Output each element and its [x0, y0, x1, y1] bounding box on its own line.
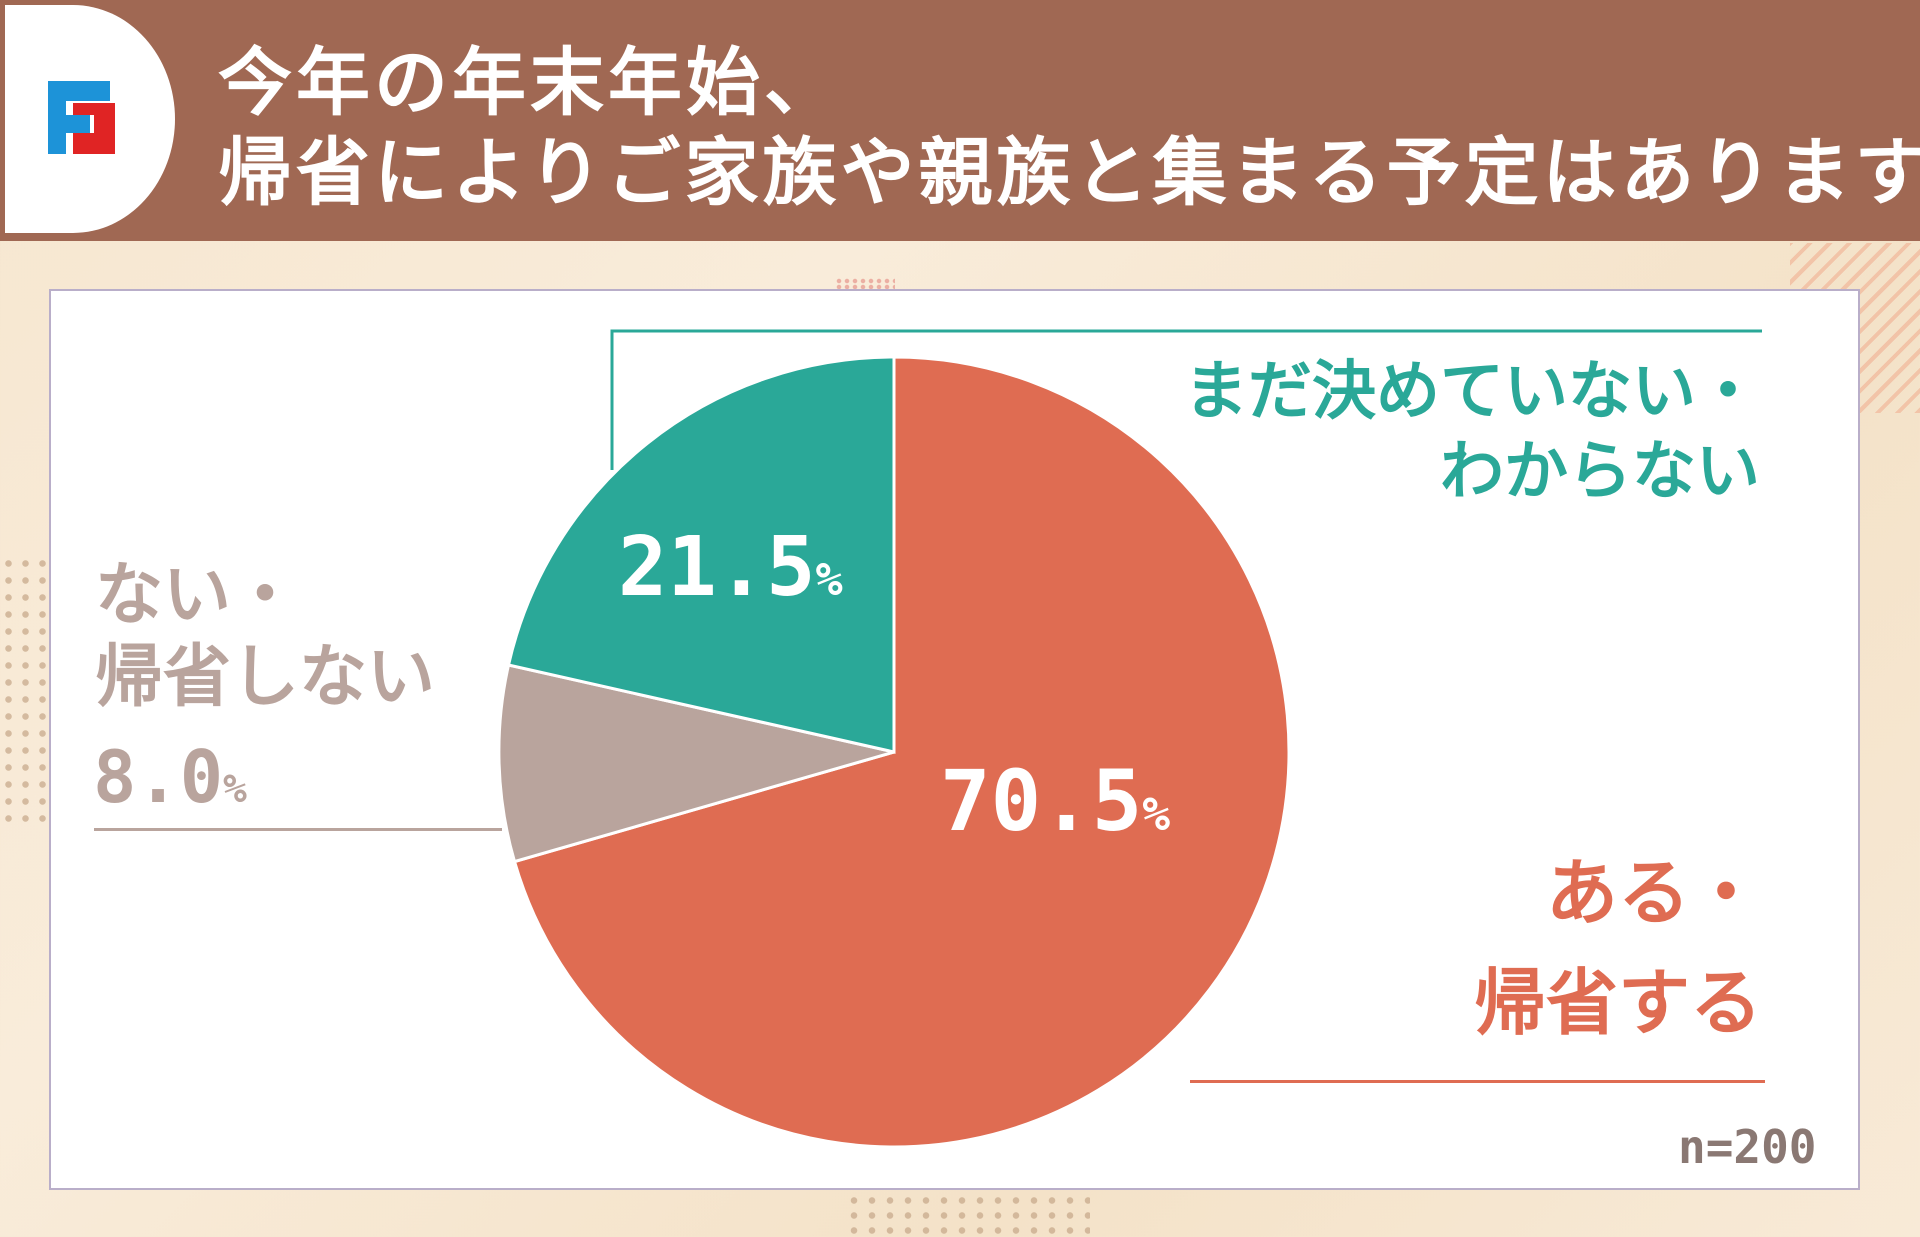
label-nai: ない・ 帰省しない [95, 556, 436, 717]
header-banner: 今年の年末年始、 帰省によりご家族や親族と集まる予定はありますか？ [0, 0, 1920, 241]
pct-orange: 70.5% [940, 752, 1171, 850]
gray-leader-line [94, 828, 502, 831]
decorative-dots-left [0, 555, 49, 825]
label-mada: まだ決めていない・ わからない [1184, 355, 1760, 509]
logo-panel [5, 5, 175, 233]
slice-nai-kisei-shinai [497, 663, 895, 864]
orange-leader-line [1190, 1080, 1765, 1083]
label-aru: ある・ 帰省する [1473, 851, 1762, 1045]
title-line-1: 今年の年末年始、 [218, 40, 842, 126]
decorative-dots-bottom [845, 1193, 1090, 1237]
teal-leader-line [610, 329, 1762, 470]
decorative-dots-top [835, 278, 895, 289]
slice-aru-kisei-suru [512, 355, 1291, 1149]
sample-size: n=200 [1678, 1120, 1817, 1174]
page-title: 今年の年末年始、 帰省によりご家族や親族と集まる予定はありますか？ [218, 38, 1920, 218]
slice-mada-kimete-inai [506, 355, 896, 754]
pct-gray: 8.0% [93, 735, 247, 819]
pct-teal: 21.5% [618, 520, 843, 615]
title-line-2: 帰省によりご家族や親族と集まる予定はありますか？ [218, 130, 1920, 216]
